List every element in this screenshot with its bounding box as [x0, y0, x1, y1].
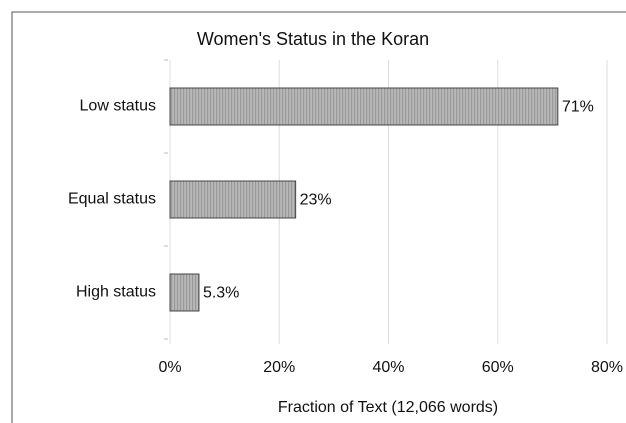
x-axis-label: Fraction of Text (12,066 words)	[278, 399, 498, 416]
x-tick-label: 40%	[372, 359, 404, 376]
value-label: 5.3%	[203, 285, 239, 302]
y-tick-label: Equal status	[68, 191, 156, 208]
x-tick-label: 80%	[591, 359, 623, 376]
x-tick-label: 60%	[482, 359, 514, 376]
value-label: 71%	[562, 99, 594, 116]
y-tick-label: High status	[76, 284, 156, 301]
bar	[169, 180, 297, 219]
bar	[169, 273, 200, 312]
chart-title: Women's Status in the Koran	[197, 29, 429, 49]
bar	[169, 87, 559, 126]
x-tick-label: 0%	[158, 359, 181, 376]
y-tick-label: Low status	[80, 98, 156, 115]
x-tick-label: 20%	[263, 359, 295, 376]
chart-frame	[11, 11, 626, 423]
value-label: 23%	[300, 192, 332, 209]
